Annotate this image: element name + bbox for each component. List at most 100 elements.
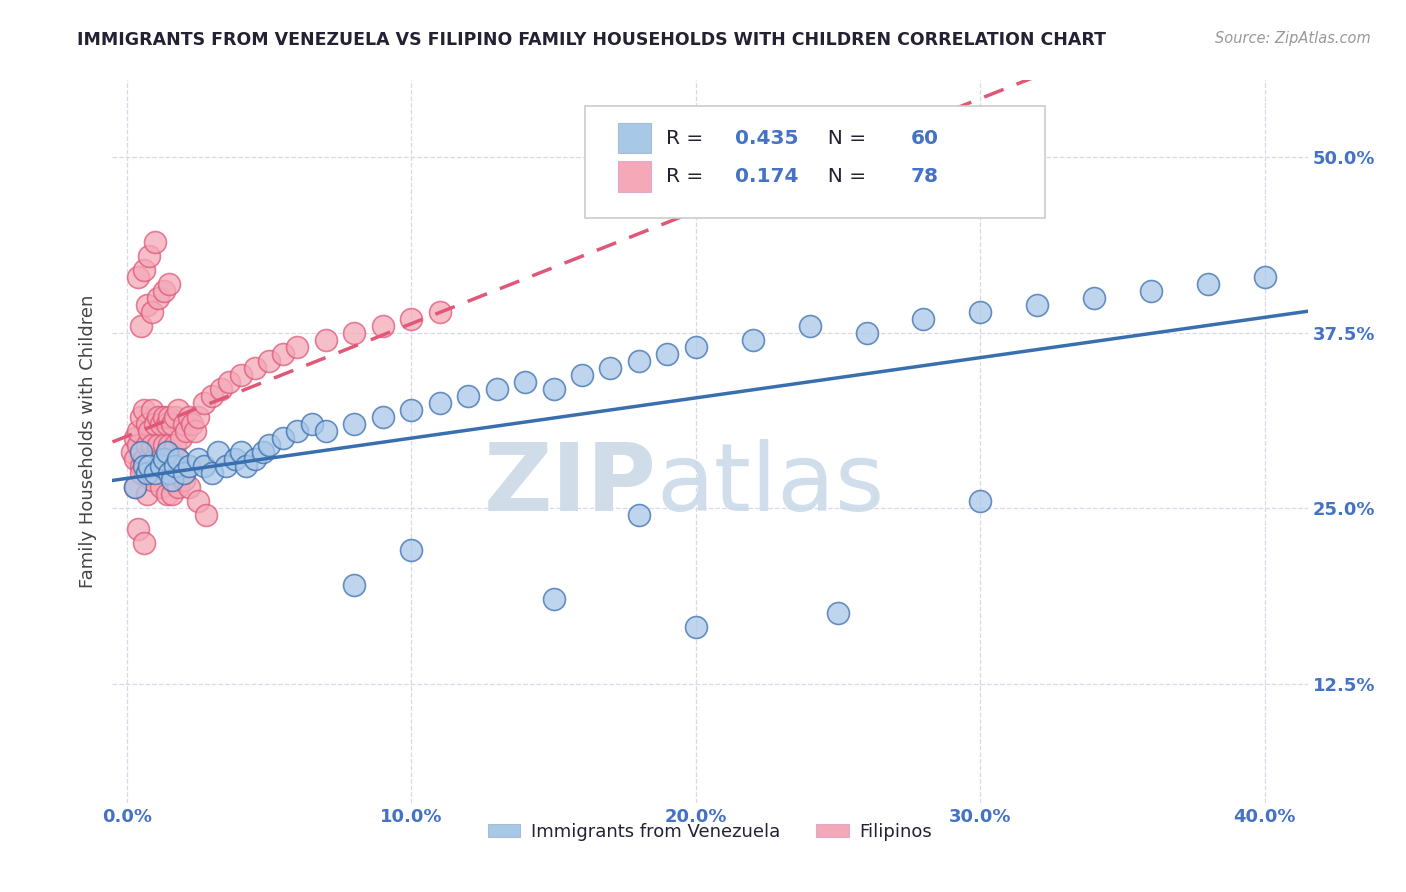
Immigrants from Venezuela: [685, 340, 707, 354]
Filipinos: [162, 487, 183, 501]
Immigrants from Venezuela: [235, 459, 257, 474]
Filipinos: [135, 417, 157, 431]
Filipinos: [173, 473, 195, 487]
Immigrants from Venezuela: [343, 417, 366, 431]
Filipinos: [135, 487, 157, 501]
Filipinos: [138, 249, 160, 263]
Immigrants from Venezuela: [657, 347, 679, 361]
Text: ZIP: ZIP: [484, 439, 657, 531]
Immigrants from Venezuela: [155, 445, 177, 459]
Immigrants from Venezuela: [912, 311, 935, 326]
Text: IMMIGRANTS FROM VENEZUELA VS FILIPINO FAMILY HOUSEHOLDS WITH CHILDREN CORRELATIO: IMMIGRANTS FROM VENEZUELA VS FILIPINO FA…: [77, 31, 1107, 49]
Y-axis label: Family Households with Children: Family Households with Children: [79, 295, 97, 588]
Filipinos: [187, 494, 209, 508]
Immigrants from Venezuela: [132, 459, 155, 474]
Filipinos: [271, 347, 294, 361]
Filipinos: [165, 438, 187, 452]
Immigrants from Venezuela: [201, 466, 224, 480]
Immigrants from Venezuela: [229, 445, 252, 459]
Text: 0.435: 0.435: [735, 128, 799, 147]
Filipinos: [193, 396, 215, 410]
Immigrants from Venezuela: [165, 459, 187, 474]
Filipinos: [132, 262, 155, 277]
Immigrants from Venezuela: [179, 459, 201, 474]
Immigrants from Venezuela: [799, 318, 821, 333]
Filipinos: [127, 424, 149, 438]
Text: R =: R =: [666, 128, 710, 147]
Immigrants from Venezuela: [129, 445, 152, 459]
Text: Source: ZipAtlas.com: Source: ZipAtlas.com: [1215, 31, 1371, 46]
Filipinos: [143, 452, 166, 467]
Filipinos: [138, 452, 160, 467]
Filipinos: [209, 382, 232, 396]
Filipinos: [141, 305, 163, 319]
Immigrants from Venezuela: [969, 305, 991, 319]
Filipinos: [157, 409, 180, 424]
Filipinos: [135, 438, 157, 452]
Immigrants from Venezuela: [124, 480, 146, 494]
Immigrants from Venezuela: [1026, 298, 1049, 312]
Immigrants from Venezuela: [343, 578, 366, 592]
Filipinos: [132, 403, 155, 417]
Legend: Immigrants from Venezuela, Filipinos: Immigrants from Venezuela, Filipinos: [481, 815, 939, 848]
Filipinos: [152, 409, 174, 424]
FancyBboxPatch shape: [619, 161, 651, 192]
Immigrants from Venezuela: [315, 424, 337, 438]
Filipinos: [162, 417, 183, 431]
Text: atlas: atlas: [657, 439, 884, 531]
Filipinos: [127, 269, 149, 284]
Filipinos: [257, 354, 280, 368]
Immigrants from Venezuela: [167, 452, 190, 467]
Immigrants from Venezuela: [243, 452, 266, 467]
Immigrants from Venezuela: [741, 333, 763, 347]
Filipinos: [152, 284, 174, 298]
Filipinos: [287, 340, 309, 354]
Filipinos: [149, 480, 172, 494]
Filipinos: [229, 368, 252, 382]
Immigrants from Venezuela: [224, 452, 246, 467]
Immigrants from Venezuela: [162, 473, 183, 487]
Text: 0.174: 0.174: [735, 167, 799, 186]
Filipinos: [146, 409, 169, 424]
Filipinos: [176, 424, 198, 438]
Filipinos: [135, 298, 157, 312]
Immigrants from Venezuela: [627, 354, 650, 368]
Filipinos: [138, 424, 160, 438]
Filipinos: [141, 438, 163, 452]
Filipinos: [218, 375, 240, 389]
Filipinos: [143, 235, 166, 249]
Filipinos: [179, 480, 201, 494]
Text: R =: R =: [666, 167, 716, 186]
Immigrants from Venezuela: [429, 396, 451, 410]
Immigrants from Venezuela: [173, 466, 195, 480]
FancyBboxPatch shape: [585, 105, 1045, 218]
Filipinos: [181, 417, 204, 431]
Filipinos: [124, 431, 146, 445]
Filipinos: [170, 431, 193, 445]
Filipinos: [146, 291, 169, 305]
Immigrants from Venezuela: [252, 445, 274, 459]
Immigrants from Venezuela: [827, 607, 849, 621]
Immigrants from Venezuela: [371, 409, 394, 424]
Immigrants from Venezuela: [143, 466, 166, 480]
Immigrants from Venezuela: [855, 326, 877, 340]
Filipinos: [121, 445, 143, 459]
Immigrants from Venezuela: [152, 452, 174, 467]
Filipinos: [124, 452, 146, 467]
Immigrants from Venezuela: [969, 494, 991, 508]
Filipinos: [429, 305, 451, 319]
Filipinos: [129, 409, 152, 424]
Filipinos: [141, 403, 163, 417]
Immigrants from Venezuela: [287, 424, 309, 438]
Filipinos: [149, 452, 172, 467]
Immigrants from Venezuela: [401, 543, 423, 558]
Text: N =: N =: [815, 167, 873, 186]
Filipinos: [173, 417, 195, 431]
Filipinos: [184, 424, 207, 438]
Filipinos: [155, 417, 177, 431]
Filipinos: [146, 438, 169, 452]
Immigrants from Venezuela: [257, 438, 280, 452]
Filipinos: [243, 360, 266, 375]
Filipinos: [127, 522, 149, 536]
Filipinos: [179, 409, 201, 424]
